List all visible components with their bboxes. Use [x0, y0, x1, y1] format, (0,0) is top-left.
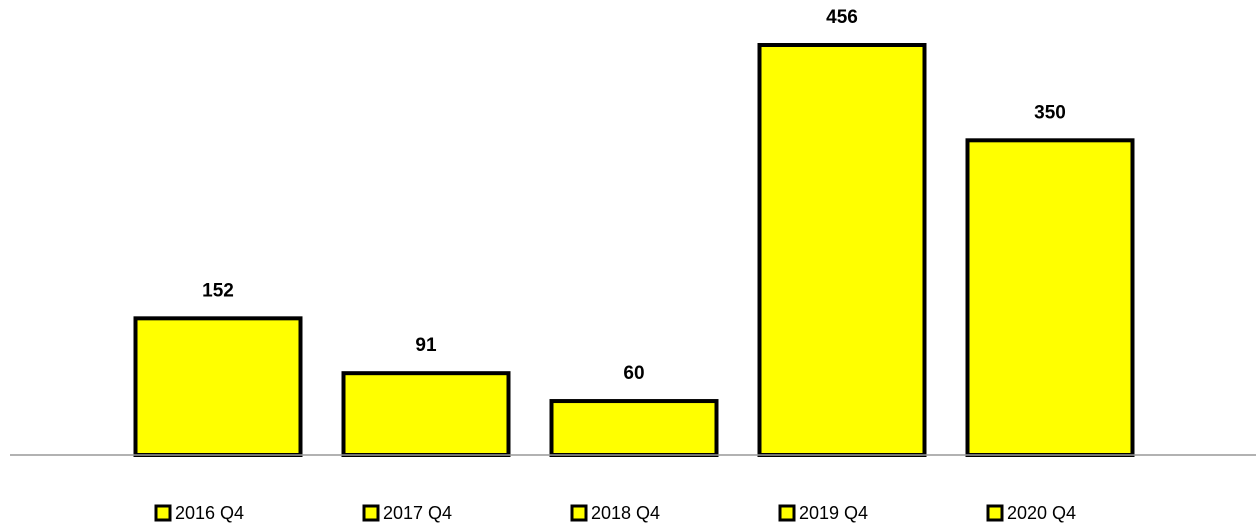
value-label: 60 [623, 363, 644, 384]
legend-label: 2019 Q4 [799, 503, 868, 523]
legend-swatch [154, 504, 172, 522]
bar [341, 371, 511, 457]
value-label: 152 [202, 280, 234, 301]
legend-label: 2016 Q4 [175, 503, 244, 523]
legend-swatch [778, 504, 796, 522]
legend-label: 2020 Q4 [1007, 503, 1076, 523]
value-label: 91 [415, 335, 437, 356]
bar [757, 43, 927, 457]
bar [133, 316, 303, 458]
bar [549, 399, 719, 458]
value-label: 350 [1034, 102, 1066, 123]
legend-label: 2017 Q4 [383, 503, 452, 523]
legend-swatch [986, 504, 1004, 522]
legend-swatch [570, 504, 588, 522]
legend-label: 2018 Q4 [591, 503, 660, 523]
value-label: 456 [826, 7, 858, 28]
bar [965, 138, 1135, 458]
legend-swatch [362, 504, 380, 522]
